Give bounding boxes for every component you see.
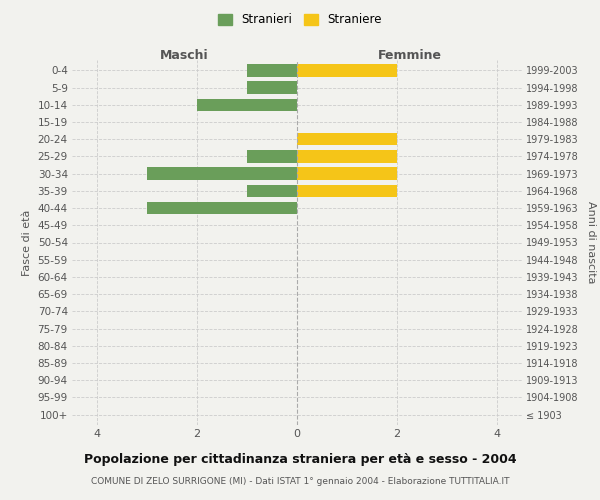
Y-axis label: Fasce di età: Fasce di età bbox=[22, 210, 32, 276]
Text: Maschi: Maschi bbox=[160, 48, 209, 62]
Y-axis label: Anni di nascita: Anni di nascita bbox=[586, 201, 596, 284]
Bar bbox=[297, 168, 397, 180]
Bar bbox=[247, 82, 297, 94]
Legend: Stranieri, Straniere: Stranieri, Straniere bbox=[218, 14, 382, 26]
Bar bbox=[197, 98, 297, 111]
Bar bbox=[247, 184, 297, 197]
Bar bbox=[247, 64, 297, 76]
Bar bbox=[297, 150, 397, 162]
Bar bbox=[297, 64, 397, 76]
Bar bbox=[297, 184, 397, 197]
Text: COMUNE DI ZELO SURRIGONE (MI) - Dati ISTAT 1° gennaio 2004 - Elaborazione TUTTIT: COMUNE DI ZELO SURRIGONE (MI) - Dati IST… bbox=[91, 478, 509, 486]
Text: Femmine: Femmine bbox=[377, 48, 442, 62]
Bar bbox=[247, 150, 297, 162]
Bar bbox=[147, 202, 297, 214]
Bar bbox=[297, 133, 397, 145]
Text: Popolazione per cittadinanza straniera per età e sesso - 2004: Popolazione per cittadinanza straniera p… bbox=[83, 452, 517, 466]
Bar bbox=[147, 168, 297, 180]
